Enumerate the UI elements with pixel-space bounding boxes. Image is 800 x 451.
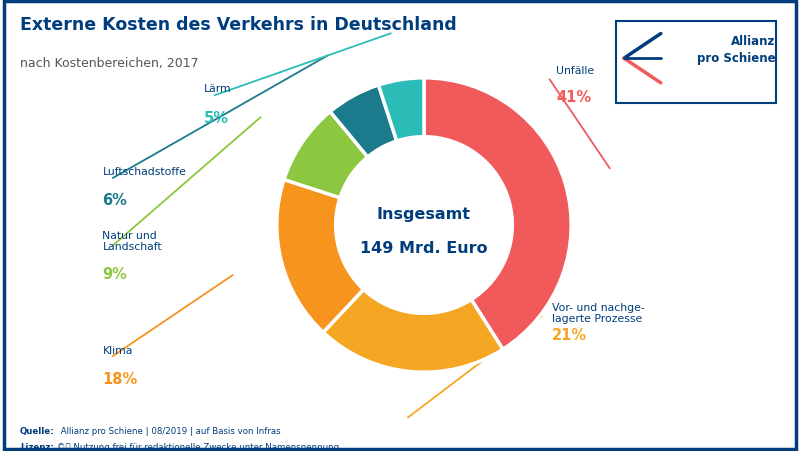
Wedge shape bbox=[424, 78, 571, 350]
Text: Insgesamt: Insgesamt bbox=[377, 206, 471, 221]
Text: Lärm: Lärm bbox=[204, 83, 232, 93]
Text: Allianz
pro Schiene: Allianz pro Schiene bbox=[697, 35, 775, 64]
Wedge shape bbox=[330, 86, 397, 157]
Wedge shape bbox=[323, 290, 503, 373]
Text: ©ⓘ Nutzung frei für redaktionelle Zwecke unter Namensnennung: ©ⓘ Nutzung frei für redaktionelle Zwecke… bbox=[54, 442, 339, 451]
Text: Vor- und nachge-
lagerte Prozesse: Vor- und nachge- lagerte Prozesse bbox=[552, 302, 645, 324]
Text: Lizenz:: Lizenz: bbox=[20, 442, 54, 451]
Text: Externe Kosten des Verkehrs in Deutschland: Externe Kosten des Verkehrs in Deutschla… bbox=[20, 16, 457, 34]
Text: Luftschadstoffe: Luftschadstoffe bbox=[102, 167, 186, 177]
Text: 21%: 21% bbox=[552, 327, 587, 342]
Text: Allianz pro Schiene | 08/2019 | auf Basis von Infras: Allianz pro Schiene | 08/2019 | auf Basi… bbox=[58, 426, 280, 435]
Text: 41%: 41% bbox=[556, 90, 591, 105]
Text: 18%: 18% bbox=[102, 371, 138, 386]
Text: nach Kostenbereichen, 2017: nach Kostenbereichen, 2017 bbox=[20, 56, 198, 69]
Text: 6%: 6% bbox=[102, 193, 127, 208]
Text: Unfälle: Unfälle bbox=[556, 65, 594, 75]
Wedge shape bbox=[277, 180, 363, 332]
Text: Natur und
Landschaft: Natur und Landschaft bbox=[102, 230, 162, 252]
Wedge shape bbox=[284, 112, 368, 198]
Text: 5%: 5% bbox=[204, 110, 229, 125]
Text: Quelle:: Quelle: bbox=[20, 426, 54, 435]
Wedge shape bbox=[378, 78, 424, 142]
Text: Klima: Klima bbox=[102, 345, 133, 355]
Text: 9%: 9% bbox=[102, 266, 127, 281]
FancyBboxPatch shape bbox=[616, 22, 776, 104]
Text: 149 Mrd. Euro: 149 Mrd. Euro bbox=[360, 240, 488, 255]
